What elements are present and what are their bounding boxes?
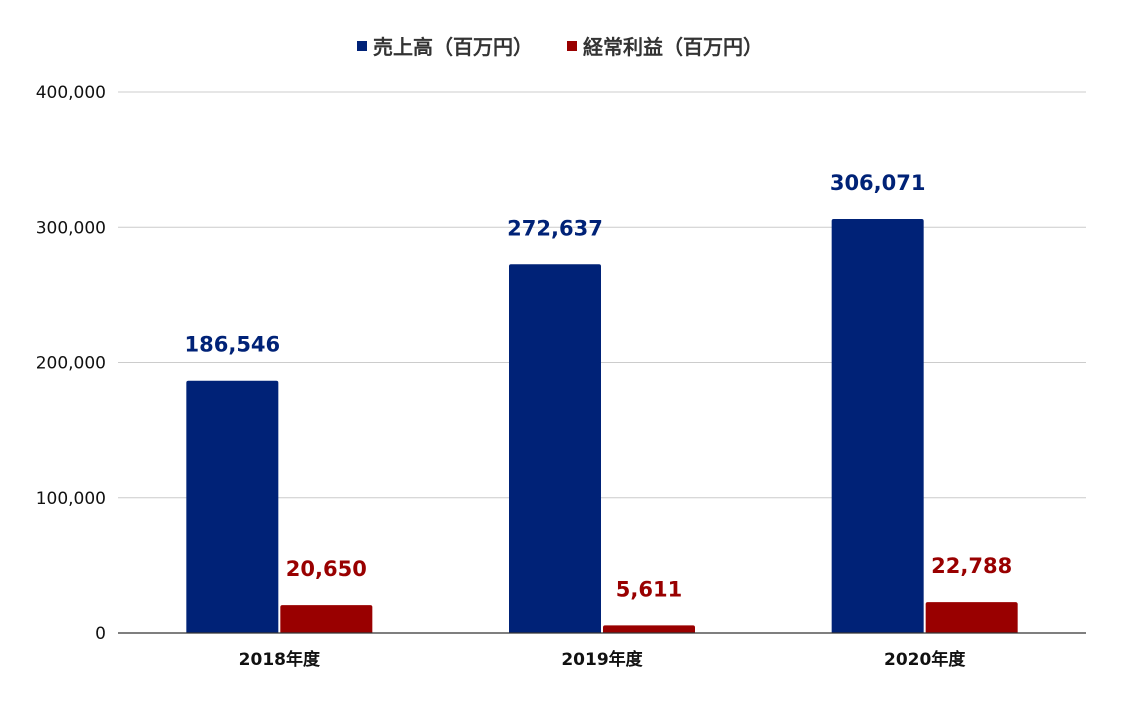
data-label: 22,788	[931, 554, 1012, 578]
data-label: 20,650	[286, 557, 367, 581]
x-axis: 2018年度 2019年度 2020年度	[118, 632, 1086, 670]
legend-swatch	[357, 41, 367, 51]
gridlines	[118, 91, 1086, 499]
bar-ordinary-profit	[925, 602, 1018, 633]
legend: 売上高（百万円） 経常利益（百万円）	[357, 35, 763, 59]
bar-ordinary-profit	[603, 625, 695, 633]
data-label: 186,546	[185, 333, 281, 357]
bar-sales	[186, 380, 279, 633]
data-label: 272,637	[507, 216, 603, 240]
legend-label: 売上高（百万円）	[373, 35, 533, 59]
legend-swatch	[567, 41, 577, 51]
data-label: 5,611	[616, 577, 682, 601]
legend-label: 経常利益（百万円）	[583, 35, 763, 59]
data-label: 306,071	[830, 171, 926, 195]
x-tick-label: 2019年度	[561, 649, 643, 670]
y-axis: 0 100,000 200,000 300,000 400,000	[36, 83, 106, 644]
x-tick-label: 2020年度	[884, 649, 966, 670]
bar-ordinary-profit	[280, 605, 373, 633]
data-labels: 186,546 20,650 272,637 5,611 306,071 22,788	[185, 171, 1013, 601]
x-tick-label: 2018年度	[239, 649, 321, 670]
bars	[186, 219, 1018, 633]
bar-sales	[509, 264, 601, 633]
y-tick-label: 200,000	[36, 354, 106, 374]
y-tick-label: 100,000	[36, 489, 106, 509]
bar-sales	[831, 219, 924, 633]
y-tick-label: 300,000	[36, 218, 106, 238]
y-tick-label: 0	[95, 624, 106, 644]
y-tick-label: 400,000	[36, 83, 106, 103]
